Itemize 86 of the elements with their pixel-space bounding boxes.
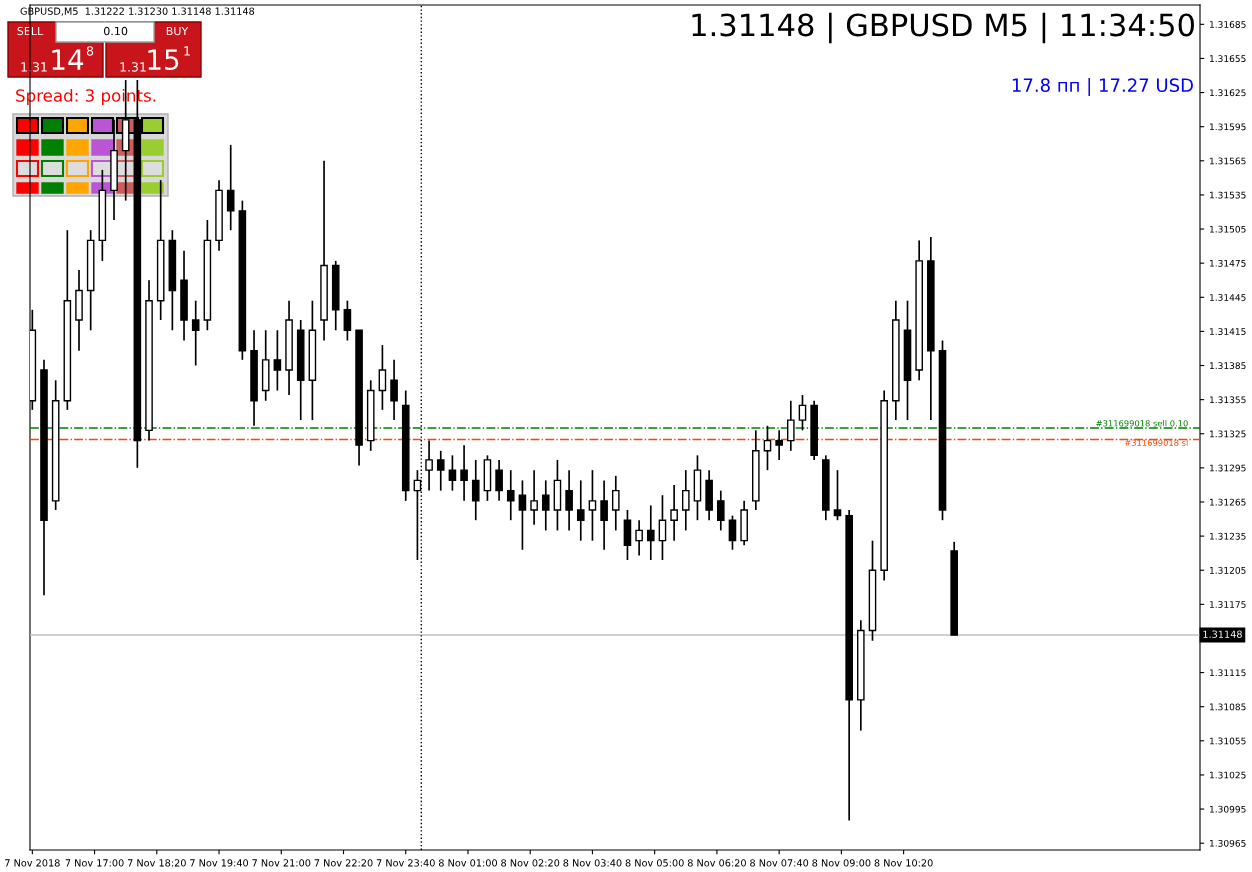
y-tick-label: 1.31385 [1210, 362, 1246, 370]
candlestick [378, 344, 387, 411]
candlestick [425, 439, 433, 492]
y-tick-label: 1.31115 [1210, 669, 1246, 677]
ref-line-label: 1.31148 [1203, 630, 1242, 638]
x-tick-label: 7 Nov 19:40 [190, 859, 249, 867]
candlestick [518, 479, 527, 551]
x-tick-label: 8 Nov 06:20 [687, 859, 746, 867]
candlestick [658, 494, 667, 561]
y-tick-label: 1.31475 [1210, 259, 1246, 267]
x-tick-label: 8 Nov 10:20 [874, 859, 933, 867]
annotation: SELL [17, 26, 44, 36]
annotation: 0.10 [103, 26, 128, 36]
y-tick-label: 1.31295 [1210, 464, 1246, 472]
x-tick-label: 7 Nov 23:40 [376, 859, 435, 867]
annotation: 1.31 [120, 62, 146, 72]
candlestick [448, 454, 457, 492]
candlestick [681, 469, 690, 532]
annotation: 15 [148, 49, 179, 71]
candlestick [460, 444, 468, 502]
ref-line-label: #311699018 sl [1124, 439, 1188, 446]
x-tick-label: 7 Nov 21:00 [252, 859, 311, 867]
candlestick [798, 394, 807, 432]
y-tick-label: 1.31085 [1210, 703, 1246, 711]
chart-title: 1.31148 | GBPUSD M5 | 11:34:50 [692, 12, 1194, 44]
x-tick-label: 7 Nov 18:20 [127, 859, 186, 867]
x-tick-label: 8 Nov 02:20 [501, 859, 560, 867]
candlestick [588, 469, 597, 542]
y-tick-label: 1.31175 [1210, 601, 1246, 608]
x-tick-label: 7 Nov 2018 [5, 859, 60, 867]
x-tick-label: 8 Nov 09:00 [812, 859, 871, 867]
candlestick [670, 484, 678, 542]
candlestick [611, 474, 620, 532]
y-tick-label: 1.31325 [1210, 430, 1246, 438]
candlestick [716, 489, 725, 532]
candlestick [530, 469, 538, 526]
y-tick-label: 1.31355 [1210, 396, 1246, 404]
candlestick [635, 519, 643, 557]
y-tick-label: 1.31655 [1210, 55, 1246, 63]
candlestick [565, 469, 573, 532]
ref-line-label: #311699018 sell 0.10 [1096, 420, 1188, 427]
candlestick [576, 479, 585, 542]
candlestick [226, 144, 235, 232]
y-tick-label: 1.31265 [1210, 498, 1246, 506]
x-tick-label: 7 Nov 17:00 [65, 859, 124, 867]
y-tick-label: 1.31415 [1210, 328, 1246, 335]
y-tick-label: 1.31625 [1210, 89, 1246, 97]
candlestick [343, 299, 352, 342]
candlestick [273, 329, 282, 392]
y-tick-label: 1.31205 [1210, 566, 1246, 574]
y-tick-label: 1.31685 [1210, 21, 1246, 28]
candlestick [495, 459, 503, 502]
y-tick-label: 1.31235 [1210, 532, 1246, 540]
candlestick [833, 469, 842, 522]
candlestick [787, 399, 795, 452]
y-tick-label: 1.30965 [1210, 839, 1246, 847]
candlestick [471, 459, 480, 522]
annotation: 1 [184, 46, 190, 56]
y-tick-label: 1.31055 [1210, 737, 1246, 745]
x-tick-label: 8 Nov 07:40 [750, 859, 809, 867]
x-tick-label: 8 Nov 03:40 [563, 859, 622, 867]
candlestick [763, 424, 772, 471]
annotation: BUY [166, 26, 189, 36]
y-tick-label: 1.31445 [1210, 294, 1246, 301]
candlestick [541, 479, 550, 532]
candlestick [728, 514, 737, 551]
x-tick-label: 8 Nov 05:00 [625, 859, 684, 867]
candlestick [436, 449, 445, 492]
y-tick-label: 1.30995 [1210, 805, 1246, 813]
annotation: 8 [86, 46, 94, 56]
candlestick [191, 299, 200, 367]
candlestick [775, 429, 783, 461]
y-tick-label: 1.31025 [1210, 771, 1246, 779]
y-tick-label: 1.31565 [1210, 157, 1246, 165]
annotation: 1.31 [21, 62, 47, 72]
y-tick-label: 1.31535 [1210, 191, 1246, 199]
x-tick-label: 7 Nov 22:20 [314, 859, 373, 867]
candlestick [600, 479, 608, 551]
text: 17.8 пп | 17.27 USD [1012, 77, 1193, 97]
candlestick [390, 358, 398, 421]
y-tick-label: 1.31505 [1210, 225, 1246, 233]
annotation: 14 [52, 49, 84, 70]
x-tick-label: 8 Nov 01:00 [438, 859, 498, 867]
candlestick [506, 469, 515, 522]
candlestick [646, 504, 655, 561]
y-tick-label: 1.31595 [1210, 123, 1246, 131]
